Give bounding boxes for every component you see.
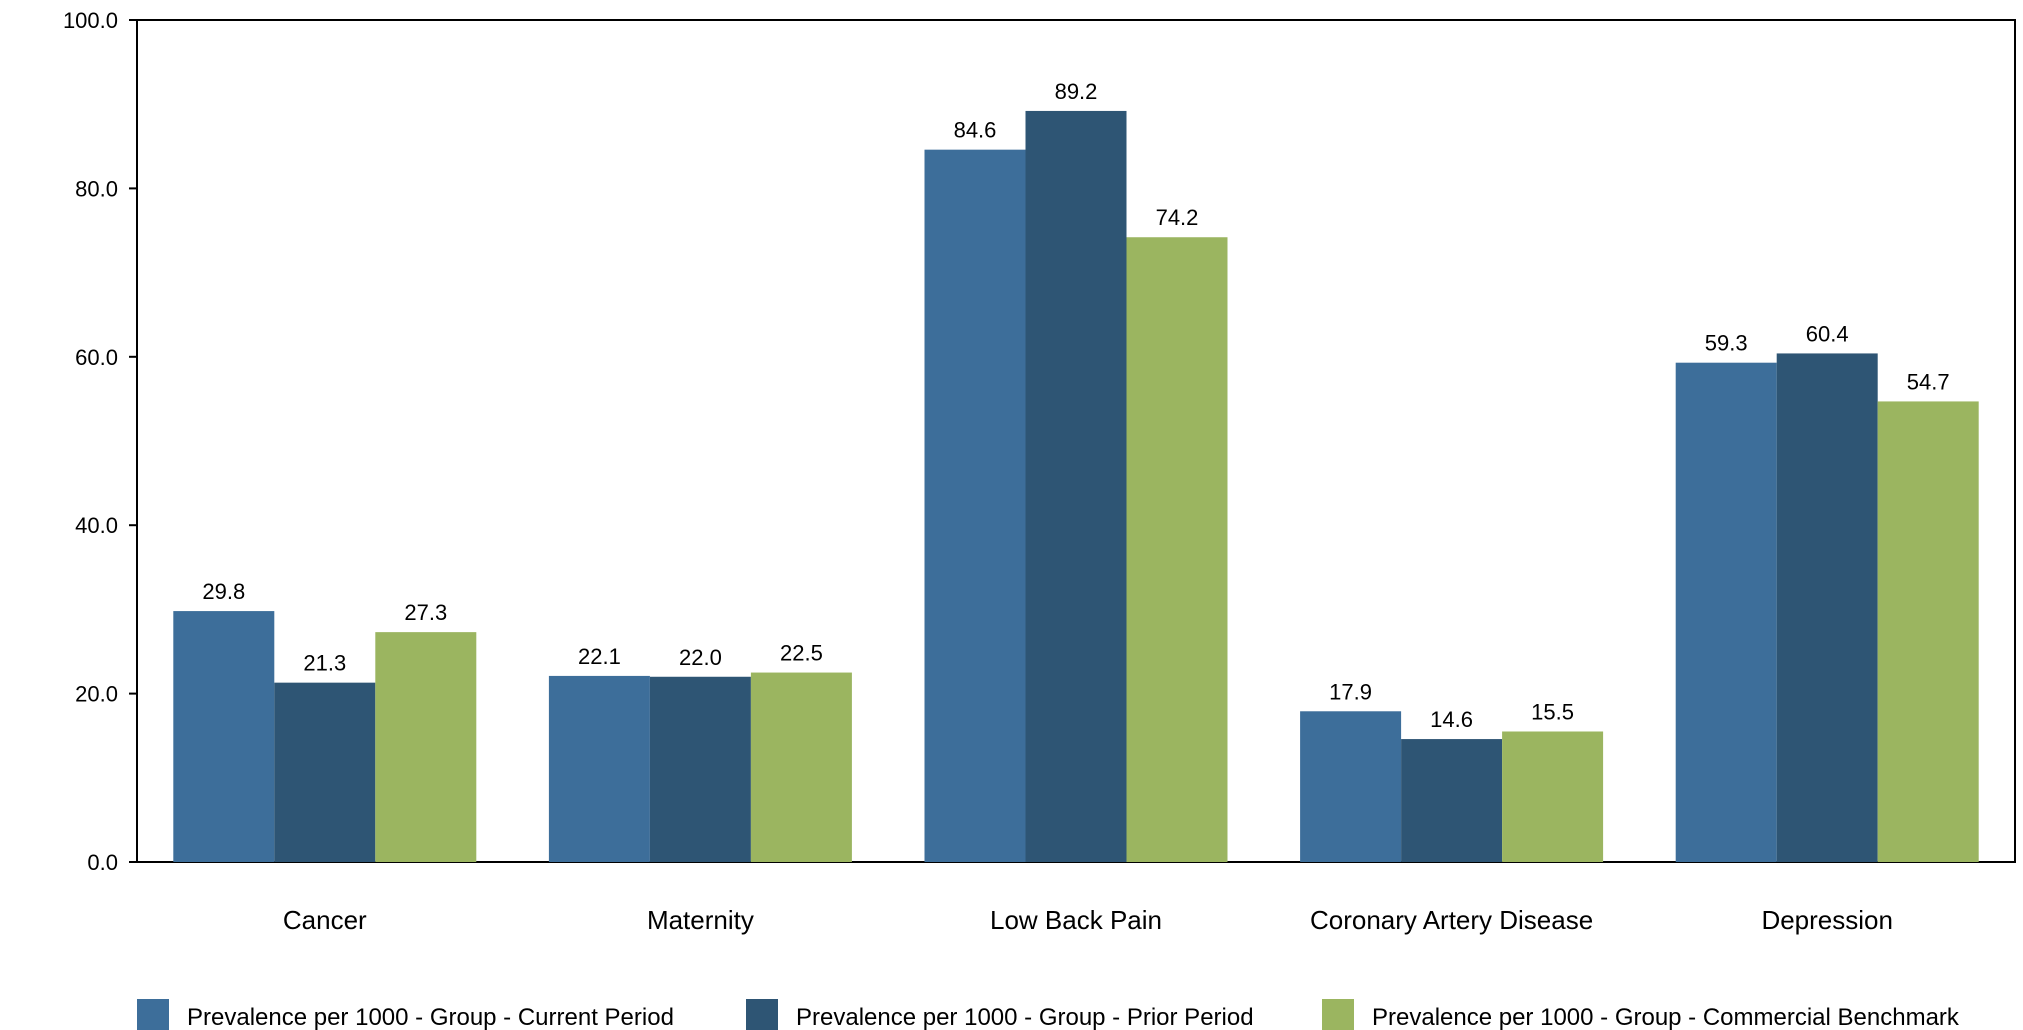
data-label: 22.5 — [780, 641, 823, 666]
data-label: 27.3 — [404, 600, 447, 625]
data-label: 54.7 — [1907, 369, 1950, 394]
data-label: 21.3 — [303, 651, 346, 676]
bar — [173, 611, 275, 862]
data-label: 89.2 — [1055, 79, 1098, 104]
legend-label: Prevalence per 1000 - Group - Commercial… — [1372, 1004, 1960, 1030]
data-label: 59.3 — [1705, 331, 1748, 356]
bar — [649, 676, 751, 862]
x-tick-label: Maternity — [647, 905, 754, 935]
y-tick-label: 60.0 — [75, 345, 118, 370]
axes: 0.0 20.0 40.0 60.0 80.0 100.0 Cancer Maternity L… — [63, 8, 2016, 935]
y-tick-label: 20.0 — [75, 682, 118, 707]
bar — [1502, 731, 1604, 862]
legend-label: Prevalence per 1000 - Group - Prior Peri… — [796, 1004, 1254, 1030]
x-tick-label: Depression — [1761, 905, 1893, 935]
bar — [1300, 711, 1402, 862]
data-label: 22.1 — [578, 644, 621, 669]
data-label: 17.9 — [1329, 679, 1372, 704]
bars: 29.8 21.3 27.3 22.1 22.0 22.5 84.6 89.2 74.2 17.9… — [173, 79, 1979, 863]
data-label: 29.8 — [202, 579, 245, 604]
bar — [1401, 739, 1503, 862]
y-tick-label: 40.0 — [75, 513, 118, 538]
data-label: 60.4 — [1806, 321, 1849, 346]
bar — [1776, 353, 1878, 862]
bar — [750, 672, 852, 862]
bar — [1025, 110, 1127, 863]
x-tick-label: Coronary Artery Disease — [1310, 905, 1593, 935]
data-label: 14.6 — [1430, 707, 1473, 732]
y-tick-label: 100.0 — [63, 8, 118, 33]
legend-swatch — [746, 999, 778, 1030]
bar — [1126, 237, 1228, 863]
bar — [924, 149, 1026, 863]
data-label: 74.2 — [1156, 205, 1199, 230]
x-tick-label: Cancer — [283, 905, 367, 935]
y-tick-label: 80.0 — [75, 176, 118, 201]
bar — [274, 682, 376, 862]
data-label: 84.6 — [954, 118, 997, 143]
data-label: 15.5 — [1531, 699, 1574, 724]
y-tick-label: 0.0 — [87, 850, 118, 875]
legend-swatch — [137, 999, 169, 1030]
bar — [1877, 401, 1979, 862]
legend-swatch — [1322, 999, 1354, 1030]
bar — [1675, 362, 1777, 862]
x-tick-label: Low Back Pain — [990, 905, 1162, 935]
legend: Prevalence per 1000 - Group - Current Pe… — [137, 999, 1960, 1030]
data-label: 22.0 — [679, 645, 722, 670]
bar — [375, 632, 477, 862]
bar — [548, 675, 650, 862]
legend-label: Prevalence per 1000 - Group - Current Pe… — [187, 1004, 674, 1030]
